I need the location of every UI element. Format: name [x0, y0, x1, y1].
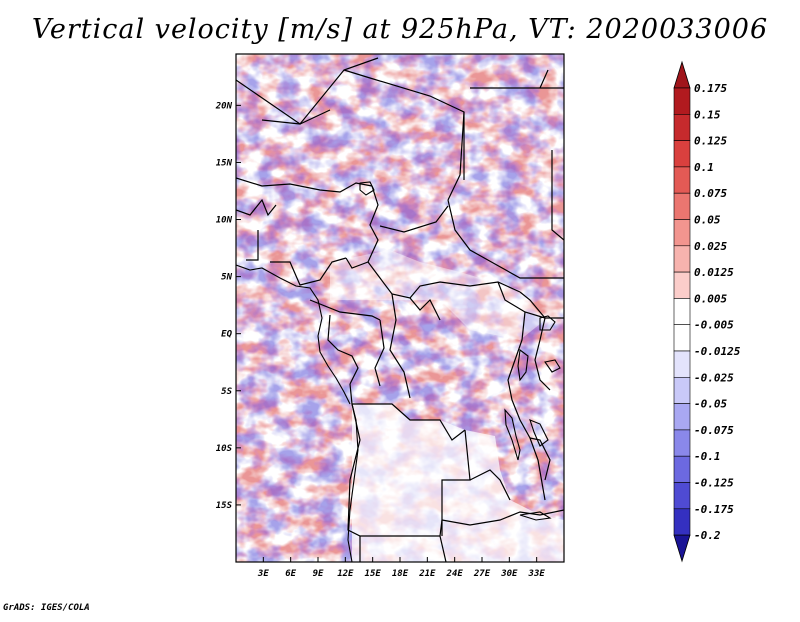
lon-tick-label: 18E: [392, 569, 409, 579]
lat-tick-label: EQ: [221, 330, 232, 340]
colorbar-swatch: [673, 482, 691, 510]
colorbar-label: -0.025: [694, 371, 734, 384]
map-title: Vertical velocity [m/s] at 925hPa, VT: 2…: [31, 14, 769, 45]
colorbar-swatch: [673, 219, 691, 247]
colorbar-label: 0.1: [694, 161, 714, 174]
colorbar-label: 0.025: [694, 240, 727, 253]
colorbar-swatch: [673, 271, 691, 299]
grads-credit: GrADS: IGES/COLA: [3, 603, 90, 613]
colorbar-label: 0.15: [694, 108, 721, 121]
lon-axis: 3E 6E 9E 12E 15E 18E 21E 24E 27E 30E 33E: [257, 557, 545, 579]
lat-tick-label: 15S: [216, 501, 233, 511]
lat-axis: 20N 15N 10N 5N EQ 5S 10S 15S: [215, 101, 241, 511]
lon-tick-label: 30E: [500, 569, 518, 579]
colorbar-swatch: [673, 192, 691, 220]
colorbar-swatch: [673, 376, 691, 404]
lon-tick-label: 12E: [337, 569, 354, 579]
lat-tick-label: 5S: [221, 387, 232, 397]
colorbar-label: -0.05: [694, 398, 727, 411]
lat-tick-label: 10S: [216, 444, 233, 454]
colorbar-swatch: [673, 350, 691, 378]
lon-tick-label: 33E: [528, 569, 546, 579]
lon-tick-label: 27E: [473, 569, 491, 579]
colorbar-label: -0.0125: [694, 345, 741, 358]
lon-tick-label: 24E: [446, 569, 464, 579]
colorbar-label: -0.1: [694, 450, 721, 463]
colorbar-swatch: [673, 403, 691, 431]
colorbar-label: 0.05: [694, 214, 721, 227]
colorbar: 0.175 0.15 0.125 0.1 0.075 0.05 0.025 0.0125 0.0…: [673, 60, 741, 563]
lon-tick-label: 6E: [285, 569, 296, 579]
lat-tick-label: 15N: [216, 158, 233, 168]
lon-tick-label: 3E: [257, 569, 269, 579]
colorbar-label: 0.0125: [694, 266, 734, 279]
colorbar-swatch: [673, 114, 691, 141]
colorbar-label: -0.075: [694, 424, 734, 437]
colorbar-label: 0.005: [694, 292, 727, 305]
lon-tick-label: 21E: [418, 569, 436, 579]
colorbar-swatch: [673, 455, 691, 483]
colorbar-bottom-arrow: [673, 534, 691, 563]
lon-tick-label: 9E: [313, 569, 324, 579]
lat-tick-label: 10N: [216, 216, 233, 226]
velocity-field: [236, 54, 564, 562]
colorbar-label: -0.2: [694, 529, 721, 542]
colorbar-label: -0.125: [694, 477, 734, 490]
colorbar-swatch: [673, 166, 691, 194]
colorbar-swatch: [673, 140, 691, 168]
colorbar-swatch: [673, 429, 691, 457]
lon-tick-label: 15E: [365, 569, 382, 579]
colorbar-label: 0.175: [694, 82, 727, 95]
colorbar-swatch: [673, 87, 691, 115]
country-borders: [236, 57, 564, 562]
colorbar-swatch: [673, 508, 691, 536]
colorbar-swatch: [673, 324, 691, 352]
colorbar-label: 0.125: [694, 135, 727, 148]
colorbar-top-arrow: [673, 60, 691, 89]
lat-tick-label: 20N: [215, 101, 233, 111]
coastlines: [236, 181, 561, 562]
colorbar-swatch: [673, 298, 691, 325]
lat-tick-label: 5N: [221, 273, 232, 283]
colorbar-label: 0.075: [694, 187, 727, 200]
colorbar-label: -0.175: [694, 503, 734, 516]
colorbar-swatch: [673, 245, 691, 273]
colorbar-label: -0.005: [694, 319, 734, 332]
